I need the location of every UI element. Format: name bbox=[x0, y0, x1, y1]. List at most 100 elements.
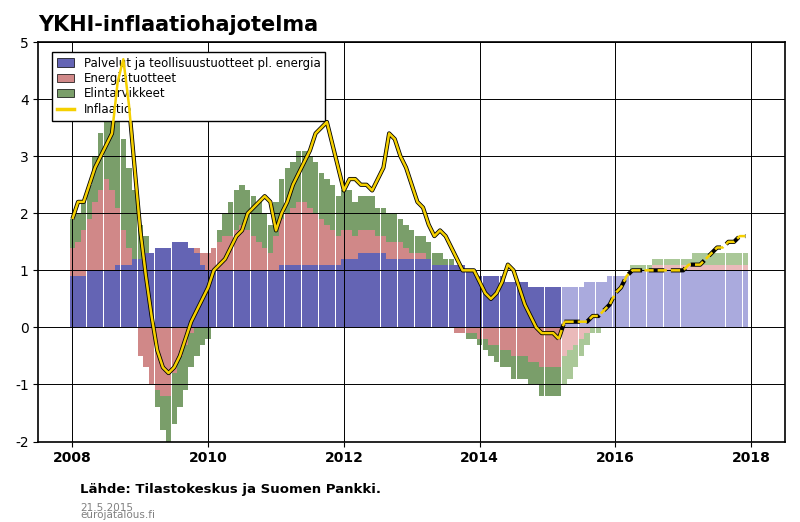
Bar bbox=[92, 270, 98, 327]
Bar bbox=[539, 327, 545, 367]
Bar bbox=[613, 276, 618, 327]
Bar bbox=[183, 345, 188, 390]
Bar bbox=[545, 327, 550, 367]
Bar bbox=[494, 276, 499, 327]
Bar bbox=[590, 282, 595, 327]
Bar bbox=[160, 327, 166, 396]
Bar bbox=[121, 265, 126, 327]
Bar bbox=[177, 327, 182, 356]
Bar bbox=[250, 196, 256, 236]
Bar bbox=[307, 156, 313, 208]
Bar bbox=[256, 242, 262, 270]
Bar bbox=[742, 270, 748, 327]
Bar bbox=[511, 356, 516, 379]
Bar bbox=[200, 253, 205, 265]
Bar bbox=[403, 247, 409, 259]
Bar bbox=[675, 270, 680, 327]
Bar bbox=[726, 253, 731, 265]
Bar bbox=[126, 168, 132, 247]
Bar bbox=[392, 213, 398, 242]
Bar bbox=[567, 327, 573, 350]
Bar bbox=[550, 367, 556, 396]
Bar bbox=[663, 270, 669, 327]
Bar bbox=[720, 270, 726, 327]
Bar bbox=[381, 236, 386, 253]
Bar bbox=[318, 219, 324, 265]
Bar bbox=[596, 282, 601, 327]
Bar bbox=[70, 276, 75, 327]
Bar bbox=[81, 230, 86, 276]
Bar bbox=[324, 265, 330, 327]
Bar bbox=[290, 208, 296, 265]
Bar bbox=[602, 282, 606, 327]
Bar bbox=[528, 288, 533, 327]
Bar bbox=[714, 270, 720, 327]
Bar bbox=[686, 265, 691, 270]
Bar bbox=[731, 253, 737, 265]
Bar bbox=[488, 276, 494, 327]
Bar bbox=[731, 265, 737, 270]
Bar bbox=[194, 247, 199, 253]
Bar bbox=[494, 345, 499, 362]
Bar bbox=[556, 327, 562, 367]
Bar bbox=[420, 236, 426, 253]
Bar bbox=[364, 253, 369, 327]
Bar bbox=[488, 345, 494, 356]
Bar bbox=[398, 219, 403, 242]
Bar bbox=[550, 288, 556, 327]
Bar bbox=[375, 208, 381, 236]
Bar bbox=[522, 282, 527, 327]
Bar bbox=[646, 265, 652, 270]
Bar bbox=[386, 259, 392, 327]
Bar bbox=[75, 276, 81, 327]
Bar bbox=[234, 270, 239, 327]
Bar bbox=[686, 259, 691, 265]
Bar bbox=[409, 230, 414, 253]
Bar bbox=[126, 265, 132, 327]
Bar bbox=[618, 276, 624, 327]
Bar bbox=[466, 270, 471, 327]
Bar bbox=[675, 265, 680, 270]
Bar bbox=[630, 265, 635, 270]
Bar bbox=[132, 191, 138, 259]
Bar bbox=[370, 230, 375, 253]
Bar bbox=[386, 213, 392, 242]
Bar bbox=[698, 265, 703, 270]
Bar bbox=[335, 236, 341, 265]
Bar bbox=[534, 362, 539, 385]
Bar bbox=[364, 196, 369, 230]
Bar bbox=[347, 191, 352, 230]
Bar bbox=[499, 327, 505, 350]
Bar bbox=[499, 350, 505, 367]
Bar bbox=[670, 265, 674, 270]
Bar bbox=[692, 253, 697, 265]
Bar bbox=[171, 327, 177, 373]
Bar bbox=[562, 356, 567, 385]
Bar bbox=[250, 270, 256, 327]
Bar bbox=[499, 276, 505, 327]
Bar bbox=[81, 276, 86, 327]
Bar bbox=[522, 327, 527, 356]
Bar bbox=[414, 259, 420, 327]
Bar bbox=[398, 259, 403, 327]
Bar bbox=[104, 111, 109, 179]
Bar bbox=[641, 270, 646, 327]
Bar bbox=[477, 276, 482, 327]
Bar bbox=[726, 270, 731, 327]
Bar bbox=[115, 208, 120, 265]
Text: YKHI-inflaatiohajotelma: YKHI-inflaatiohajotelma bbox=[38, 15, 318, 35]
Bar bbox=[539, 288, 545, 327]
Bar bbox=[228, 202, 234, 236]
Bar bbox=[353, 236, 358, 259]
Bar bbox=[149, 327, 154, 385]
Text: eurojatalous.fi: eurojatalous.fi bbox=[80, 510, 155, 520]
Bar bbox=[245, 270, 250, 327]
Bar bbox=[409, 259, 414, 327]
Bar bbox=[528, 327, 533, 362]
Bar bbox=[505, 350, 510, 367]
Bar bbox=[720, 253, 726, 265]
Bar bbox=[138, 327, 143, 356]
Bar bbox=[268, 270, 273, 327]
Bar bbox=[75, 242, 81, 276]
Bar bbox=[517, 327, 522, 356]
